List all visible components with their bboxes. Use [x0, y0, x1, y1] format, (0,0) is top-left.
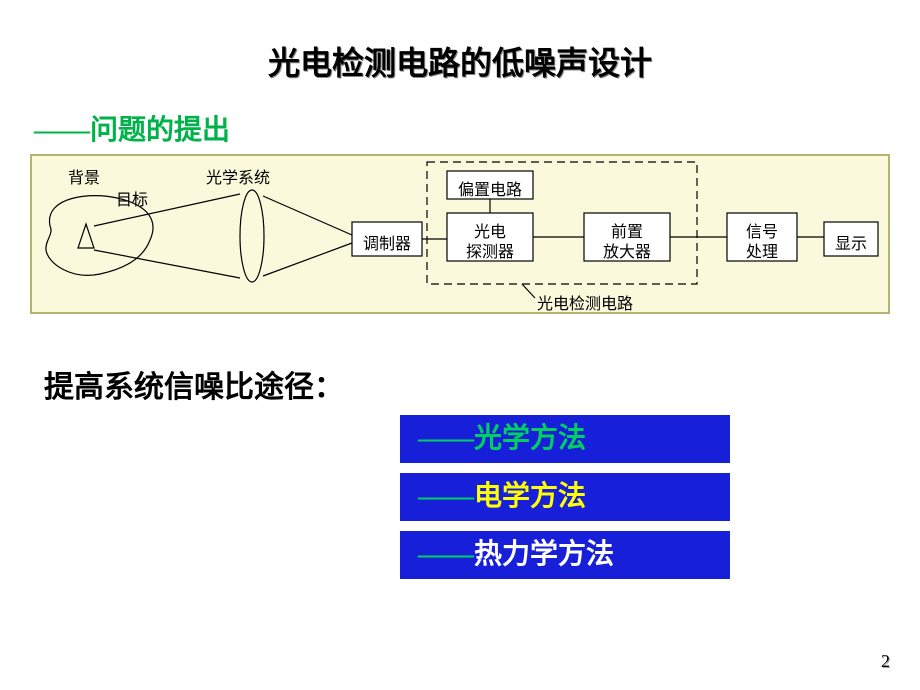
diagram-panel: 背景 目标 光学系统 调制器 偏置电路 光电 探测器 前置 放大器 信号 处理 …: [30, 154, 890, 314]
label-background: 背景: [68, 164, 100, 188]
ray-top-right: [263, 196, 352, 235]
label-detector-l2: 探测器: [466, 238, 514, 262]
section-title: 提高系统信噪比途径：: [44, 362, 920, 406]
label-display: 显示: [835, 230, 867, 254]
page-title: 光电检测电路的低噪声设计: [0, 0, 920, 84]
page-number: 2: [881, 651, 890, 672]
label-modulator: 调制器: [363, 230, 411, 254]
label-optical-system: 光学系统: [206, 164, 270, 188]
ray-bot-right: [263, 243, 352, 276]
label-bias: 偏置电路: [458, 176, 522, 200]
dashes: ――: [418, 481, 474, 512]
dashes: ――: [418, 423, 474, 454]
label-sigproc-l2: 处理: [746, 238, 778, 262]
label-target: 目标: [116, 186, 148, 210]
label-leader: [522, 284, 535, 298]
subtitle: ――问题的提出: [34, 108, 920, 148]
methods-list: ――光学方法 ――电学方法 ――热力学方法: [400, 415, 730, 589]
method-text: 光学方法: [474, 423, 586, 454]
method-text: 热力学方法: [474, 539, 614, 570]
label-detection-circuit: 光电检测电路: [537, 290, 633, 314]
lens-shape: [240, 190, 264, 282]
method-electrical: ――电学方法: [400, 473, 730, 521]
label-preamp-l2: 放大器: [603, 238, 651, 262]
method-thermo: ――热力学方法: [400, 531, 730, 579]
method-optical: ――光学方法: [400, 415, 730, 463]
dashes: ――: [418, 539, 474, 570]
method-text: 电学方法: [474, 481, 586, 512]
